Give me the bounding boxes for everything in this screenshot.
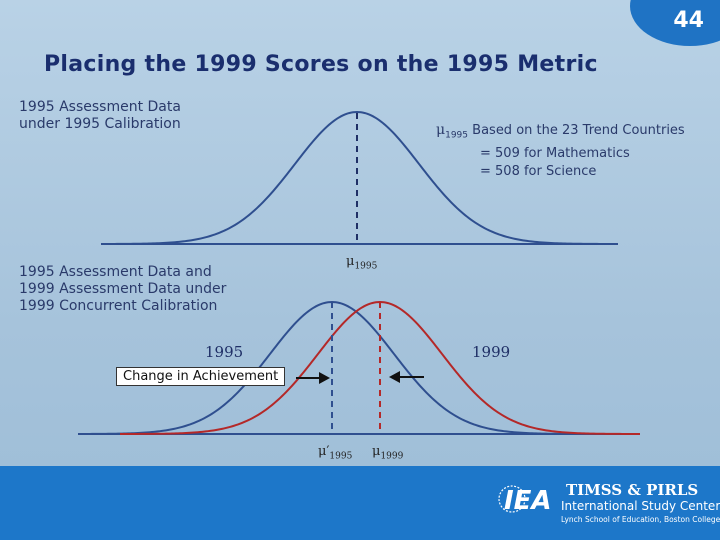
top-panel-label: 1995 Assessment Data under 1995 Calibrat… bbox=[19, 99, 181, 132]
left-arrow-head bbox=[319, 372, 330, 384]
mu-symbol: μ bbox=[436, 122, 446, 138]
mu-1995-top-label: μ1995 bbox=[346, 254, 377, 272]
bottom-panel-label: 1995 Assessment Data and 1999 Assessment… bbox=[19, 264, 227, 314]
top-distribution-curve bbox=[101, 110, 617, 245]
mu-1999-label: μ1999 bbox=[372, 444, 403, 462]
footer-org-subtitle: International Study Center bbox=[561, 499, 720, 513]
annotation-line1: Based on the 23 Trend Countries bbox=[472, 123, 685, 138]
change-in-achievement-box: Change in Achievement bbox=[116, 367, 286, 386]
iea-logo: IEA bbox=[498, 485, 552, 516]
footer-org-title: TIMSS & PIRLS bbox=[566, 481, 699, 499]
right-arrow-head bbox=[389, 371, 400, 383]
mu-1999-sub: 1999 bbox=[380, 451, 404, 462]
mu-1995-sub: 1995 bbox=[354, 261, 378, 272]
footer-org-school: Lynch School of Education, Boston Colleg… bbox=[561, 515, 720, 524]
mu-prime-sub: 1995 bbox=[329, 451, 353, 462]
year-1995-label: 1995 bbox=[205, 343, 244, 361]
slide-number: 44 bbox=[673, 8, 704, 33]
footer-bar bbox=[0, 466, 720, 540]
blue-1995-curve bbox=[78, 300, 600, 435]
annotation-line2: = 509 for Mathematics bbox=[480, 145, 630, 161]
slide-title: Placing the 1999 Scores on the 1995 Metr… bbox=[44, 52, 598, 77]
mu-prime-symbol: μ′ bbox=[318, 444, 330, 459]
mu-1999-symbol: μ bbox=[372, 444, 381, 459]
mu-subscript: 1995 bbox=[445, 130, 469, 141]
logo-text: IEA bbox=[504, 486, 552, 516]
mean-annotation: μ1995 Based on the 23 Trend Countries = … bbox=[436, 121, 685, 181]
year-1999-label: 1999 bbox=[472, 343, 511, 361]
mu-prime-1995-label: μ′1995 bbox=[318, 444, 352, 462]
annotation-line3: = 508 for Science bbox=[480, 163, 597, 179]
mu-1995-symbol: μ bbox=[346, 254, 355, 269]
